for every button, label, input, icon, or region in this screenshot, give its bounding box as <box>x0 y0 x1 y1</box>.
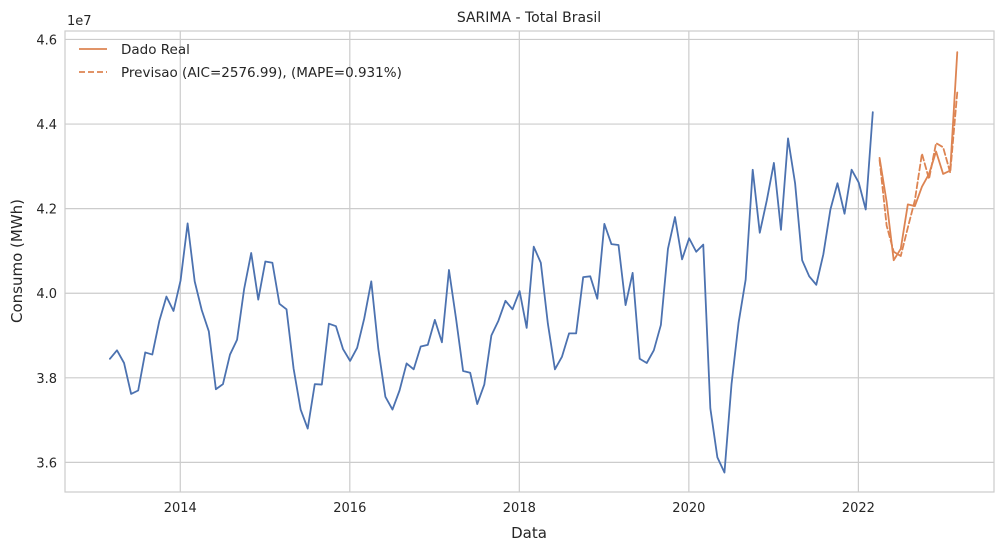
y-axis-label: Consumo (MWh) <box>8 199 26 323</box>
y-tick-label: 4.4 <box>36 118 57 133</box>
y-axis-scale-label: 1e7 <box>67 14 92 29</box>
x-tick-label: 2022 <box>842 501 875 516</box>
legend-real-label: Dado Real <box>121 42 190 58</box>
y-tick-label: 3.6 <box>36 456 57 471</box>
y-tick-label: 4.0 <box>36 287 57 302</box>
legend: Dado Real Previsao (AIC=2576.99), (MAPE=… <box>79 42 402 81</box>
y-tick-label: 4.2 <box>36 203 57 218</box>
y-tick-label: 4.6 <box>36 33 57 48</box>
grid <box>65 31 994 492</box>
series-layer <box>109 51 959 474</box>
series-line-history <box>109 111 874 474</box>
series-line-forecast <box>878 91 959 257</box>
chart-title: SARIMA - Total Brasil <box>457 10 601 26</box>
tick-labels: 2014 2016 2018 2020 2022 3.6 3.8 4.0 4.2 4.4 4.6 <box>36 33 875 516</box>
x-tick-label: 2014 <box>164 501 197 516</box>
x-tick-label: 2018 <box>503 501 536 516</box>
x-axis-label: Data <box>511 524 547 542</box>
y-tick-label: 3.8 <box>36 372 57 387</box>
x-tick-label: 2016 <box>333 501 366 516</box>
plot-frame <box>64 30 995 493</box>
legend-forecast-label: Previsao (AIC=2576.99), (MAPE=0.931%) <box>121 65 402 81</box>
x-tick-label: 2020 <box>672 501 705 516</box>
